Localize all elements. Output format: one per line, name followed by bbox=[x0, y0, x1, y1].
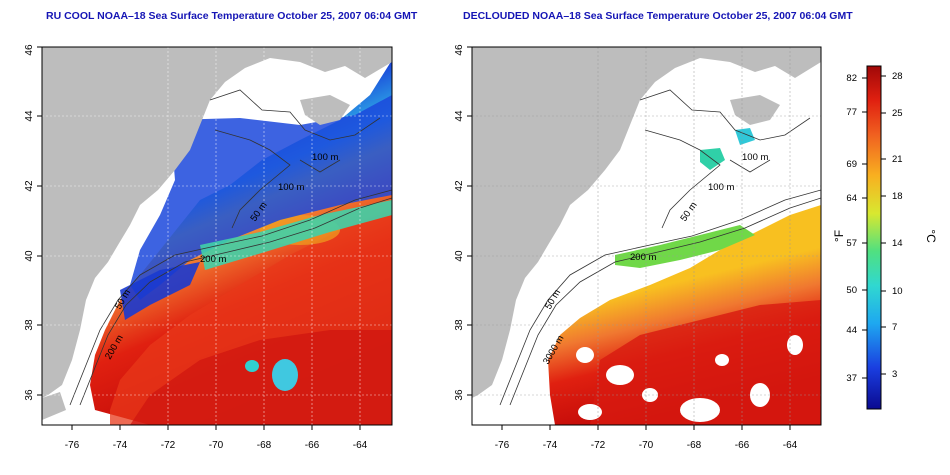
svg-text:42: 42 bbox=[24, 180, 35, 192]
left-map-title: RU COOL NOAA–18 Sea Surface Temperature … bbox=[46, 10, 418, 22]
svg-text:28: 28 bbox=[892, 71, 903, 82]
left-contour-label-1: 100 m bbox=[312, 152, 338, 163]
svg-text:-72: -72 bbox=[591, 440, 606, 451]
svg-text:44: 44 bbox=[24, 110, 35, 122]
right-contour-label-4: 200 m bbox=[630, 252, 656, 263]
left-contour-label-2: 100 m bbox=[278, 182, 304, 193]
svg-text:69: 69 bbox=[846, 159, 857, 170]
right-depth-contours bbox=[499, 89, 821, 406]
svg-text:46: 46 bbox=[454, 44, 465, 56]
svg-text:-64: -64 bbox=[353, 440, 368, 451]
svg-text:40: 40 bbox=[24, 250, 35, 262]
svg-text:37: 37 bbox=[846, 373, 857, 384]
svg-text:38: 38 bbox=[454, 319, 465, 331]
colorbar-celsius-ticks: 28 25 21 18 14 10 7 3 bbox=[892, 71, 903, 380]
right-contour-label-1: 100 m bbox=[742, 152, 768, 163]
svg-text:36: 36 bbox=[454, 389, 465, 401]
svg-text:-64: -64 bbox=[783, 440, 798, 451]
left-land bbox=[42, 47, 392, 398]
svg-text:10: 10 bbox=[892, 286, 903, 297]
svg-text:-70: -70 bbox=[639, 440, 654, 451]
colorbar-celsius-label: °C bbox=[924, 229, 938, 243]
svg-text:-76: -76 bbox=[495, 440, 510, 451]
svg-text:-68: -68 bbox=[257, 440, 272, 451]
svg-text:50: 50 bbox=[846, 285, 857, 296]
svg-text:3: 3 bbox=[892, 369, 897, 380]
svg-text:-70: -70 bbox=[209, 440, 224, 451]
temperature-colorbar: 82 77 69 64 57 50 44 37 28 25 21 18 14 1… bbox=[832, 65, 938, 410]
left-depth-contours bbox=[69, 89, 392, 406]
right-x-ticks: -76 -74 -72 -70 -68 -66 -64 bbox=[495, 440, 798, 451]
right-map-panel: 100 m 100 m 50 m 200 m 50 m 3000 m bbox=[472, 47, 821, 425]
svg-text:44: 44 bbox=[454, 110, 465, 122]
svg-text:-74: -74 bbox=[113, 440, 128, 451]
svg-text:21: 21 bbox=[892, 154, 903, 165]
left-contour-label-4: 200 m bbox=[200, 254, 226, 265]
svg-text:-68: -68 bbox=[687, 440, 702, 451]
colorbar-fahrenheit-label: °F bbox=[832, 230, 846, 242]
svg-text:64: 64 bbox=[846, 193, 857, 204]
right-map-title: DECLOUDED NOAA–18 Sea Surface Temperatur… bbox=[463, 10, 853, 22]
right-contour-label-2: 100 m bbox=[708, 182, 734, 193]
svg-text:38: 38 bbox=[24, 319, 35, 331]
right-y-ticks: 36 38 40 42 44 46 bbox=[454, 44, 465, 401]
svg-text:18: 18 bbox=[892, 191, 903, 202]
svg-text:-66: -66 bbox=[305, 440, 320, 451]
svg-text:-66: -66 bbox=[735, 440, 750, 451]
left-map-panel: 100 m 100 m 50 m 200 m 50 m 200 m bbox=[42, 47, 392, 425]
svg-text:42: 42 bbox=[454, 180, 465, 192]
svg-text:14: 14 bbox=[892, 238, 903, 249]
left-y-ticks: 36 38 40 42 44 46 bbox=[24, 44, 35, 401]
right-land bbox=[472, 47, 821, 398]
svg-text:44: 44 bbox=[846, 325, 857, 336]
svg-text:25: 25 bbox=[892, 108, 903, 119]
svg-text:7: 7 bbox=[892, 322, 897, 333]
colorbar-fahrenheit-ticks: 82 77 69 64 57 50 44 37 bbox=[846, 73, 857, 384]
svg-text:-72: -72 bbox=[161, 440, 176, 451]
svg-text:46: 46 bbox=[24, 44, 35, 56]
svg-text:40: 40 bbox=[454, 250, 465, 262]
left-x-ticks: -76 -74 -72 -70 -68 -66 -64 bbox=[65, 440, 368, 451]
svg-text:77: 77 bbox=[846, 107, 857, 118]
svg-text:-76: -76 bbox=[65, 440, 80, 451]
svg-text:57: 57 bbox=[846, 238, 857, 249]
svg-text:-74: -74 bbox=[543, 440, 558, 451]
svg-text:82: 82 bbox=[846, 73, 857, 84]
svg-text:36: 36 bbox=[24, 389, 35, 401]
